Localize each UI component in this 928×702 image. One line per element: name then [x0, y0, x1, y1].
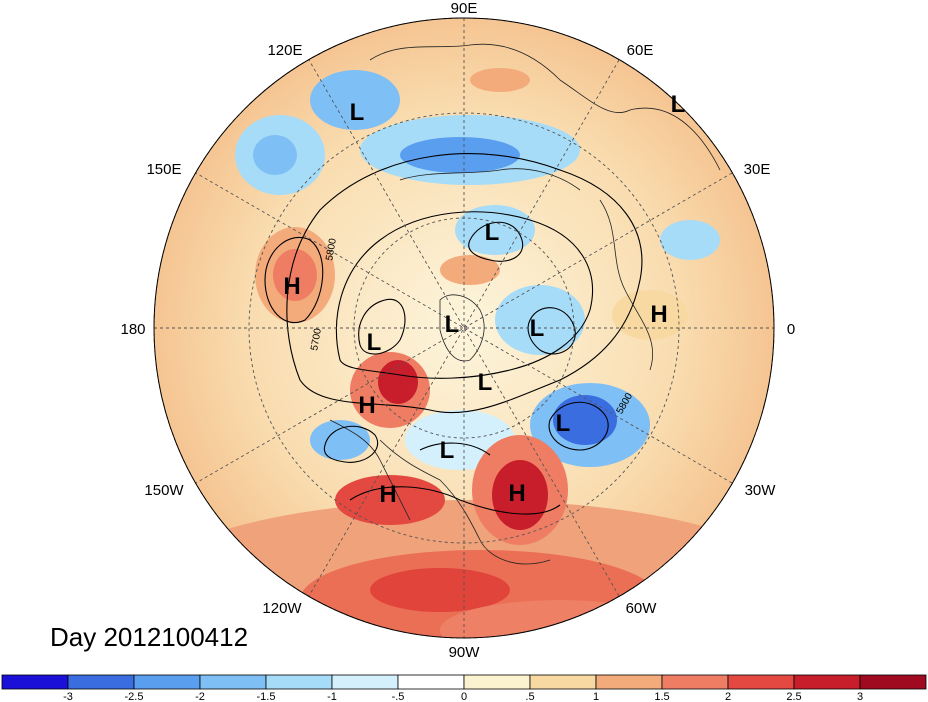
- lon-label-0: 0: [787, 321, 795, 338]
- high-pressure-marker: H: [358, 392, 375, 419]
- colorbar-tick-label: 2: [725, 691, 731, 702]
- lon-label-90w: 90W: [449, 644, 481, 661]
- pressure-system-labels: L L L L L L L L L H H H H H: [283, 91, 685, 508]
- lon-label-150e: 150E: [146, 161, 181, 178]
- colorbar-tick-label: 1.5: [654, 691, 669, 702]
- lon-label-120w: 120W: [262, 600, 302, 617]
- colorbar-tick-label: -1: [327, 691, 337, 702]
- colorbar-tick-label: -3: [63, 691, 73, 702]
- colorbar-tick-label: .5: [525, 691, 534, 702]
- colorbar-swatch: [199, 674, 267, 690]
- colorbar-tick-label: -1.5: [257, 691, 276, 702]
- low-pressure-marker: L: [445, 311, 460, 338]
- low-pressure-marker: L: [530, 315, 545, 342]
- day-label: Day 2012100412: [50, 622, 248, 652]
- colorbar-swatch: [463, 674, 531, 690]
- colorbar-tick-label: -.5: [392, 691, 405, 702]
- colorbar-swatch: [1, 674, 69, 690]
- colorbar-swatch: [331, 674, 399, 690]
- contour-label: 5700: [309, 327, 324, 351]
- colorbar-swatch: [397, 674, 465, 690]
- contour-label: 5800: [324, 237, 339, 261]
- colorbar-swatch: [793, 674, 861, 690]
- high-pressure-marker: H: [508, 480, 525, 507]
- low-pressure-marker: L: [367, 329, 382, 356]
- high-pressure-marker: H: [283, 273, 300, 300]
- anomaly-field: [154, 18, 774, 638]
- lon-label-180: 180: [120, 321, 145, 338]
- lon-label-60w: 60W: [626, 600, 658, 617]
- high-pressure-marker: H: [650, 301, 667, 328]
- colorbar-tick-label: -2.5: [125, 691, 144, 702]
- colorbar: [1, 674, 927, 690]
- longitude-labels: 90E 60E 30E 0 30W 60W 90W 120W 150W 180 …: [120, 0, 795, 661]
- low-pressure-marker: L: [478, 369, 493, 396]
- colorbar-tick-label: 1: [593, 691, 599, 702]
- lon-label-30w: 30W: [745, 482, 777, 499]
- colorbar-tick-label: 2.5: [786, 691, 801, 702]
- colorbar-swatch: [661, 674, 729, 690]
- coastlines: [329, 43, 721, 565]
- colorbar-tick-label: -2: [195, 691, 205, 702]
- low-pressure-marker: L: [350, 99, 365, 126]
- low-pressure-marker: L: [556, 410, 571, 437]
- colorbar-swatch: [859, 674, 927, 690]
- low-pressure-marker: L: [440, 437, 455, 464]
- height-contours: [264, 153, 643, 515]
- colorbar-tick-label: 0: [461, 691, 467, 702]
- lon-label-30e: 30E: [744, 161, 771, 178]
- colorbar-swatch: [595, 674, 663, 690]
- lon-label-90e: 90E: [451, 0, 478, 17]
- colorbar-labels: -3 -2.5 -2 -1.5 -1 -.5 0 .5 1 1.5 2 2.5 3: [63, 691, 863, 702]
- colorbar-swatch: [133, 674, 201, 690]
- map-boundary: [153, 17, 775, 639]
- low-pressure-marker: L: [485, 219, 500, 246]
- high-pressure-marker: H: [379, 481, 396, 508]
- low-pressure-marker: L: [671, 91, 686, 118]
- lon-label-150w: 150W: [144, 482, 184, 499]
- lon-label-60e: 60E: [627, 42, 654, 59]
- colorbar-swatch: [529, 674, 597, 690]
- colorbar-swatch: [727, 674, 795, 690]
- lon-label-120e: 120E: [267, 42, 302, 59]
- colorbar-swatch: [265, 674, 333, 690]
- colorbar-tick-label: 3: [857, 691, 863, 702]
- colorbar-swatch: [67, 674, 135, 690]
